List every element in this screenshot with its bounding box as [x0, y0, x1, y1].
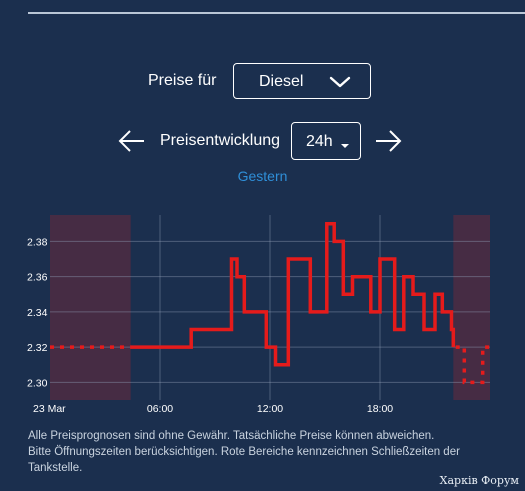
- y-tick-label: 2.36: [27, 272, 48, 284]
- fuel-row: Preise für Diesel: [0, 63, 525, 101]
- x-tick-label: 12:00: [257, 403, 283, 415]
- price-line-closed-end: [451, 329, 490, 385]
- x-tick-label: 23 Mar: [33, 403, 66, 415]
- caret-down-icon: [340, 137, 350, 155]
- x-tick-label: 06:00: [147, 403, 173, 415]
- y-tick-label: 2.34: [27, 307, 48, 319]
- disclaimer: Alle Preisprognosen sind ohne Gewähr. Ta…: [28, 428, 508, 476]
- watermark: Харків Форум: [439, 474, 519, 487]
- chevron-down-icon: [329, 71, 351, 98]
- arrow-left-icon[interactable]: [118, 128, 146, 159]
- header-divider: [28, 12, 525, 14]
- arrow-right-icon[interactable]: [374, 128, 402, 159]
- time-range-select[interactable]: 24h: [291, 122, 361, 160]
- disclaimer-line-1: Alle Preisprognosen sind ohne Gewähr. Ta…: [28, 430, 435, 442]
- closed-range-0: [50, 215, 131, 400]
- price-development-row: Preisentwicklung 24h: [0, 122, 525, 162]
- fuel-type-value: Diesel: [259, 73, 304, 90]
- yesterday-link[interactable]: Gestern: [237, 168, 288, 184]
- y-tick-label: 2.38: [27, 236, 48, 248]
- y-tick-label: 2.30: [27, 377, 48, 389]
- fuel-type-select[interactable]: Diesel: [233, 63, 371, 99]
- prices-for-label: Preise für: [148, 72, 217, 89]
- price-chart: 2.30 2.32 2.34 2.36 2.38 23 Mar 06:00 12:00 18:0…: [27, 215, 490, 415]
- disclaimer-line-2: Bitte Öffnungszeiten berücksichtigen. Ro…: [28, 446, 460, 474]
- price-line: [130, 222, 456, 367]
- x-tick-label: 18:00: [367, 403, 393, 415]
- time-range-value: 24h: [306, 133, 333, 150]
- closed-range-1: [453, 215, 490, 400]
- price-development-label: Preisentwicklung: [160, 132, 281, 149]
- y-tick-label: 2.32: [27, 342, 48, 354]
